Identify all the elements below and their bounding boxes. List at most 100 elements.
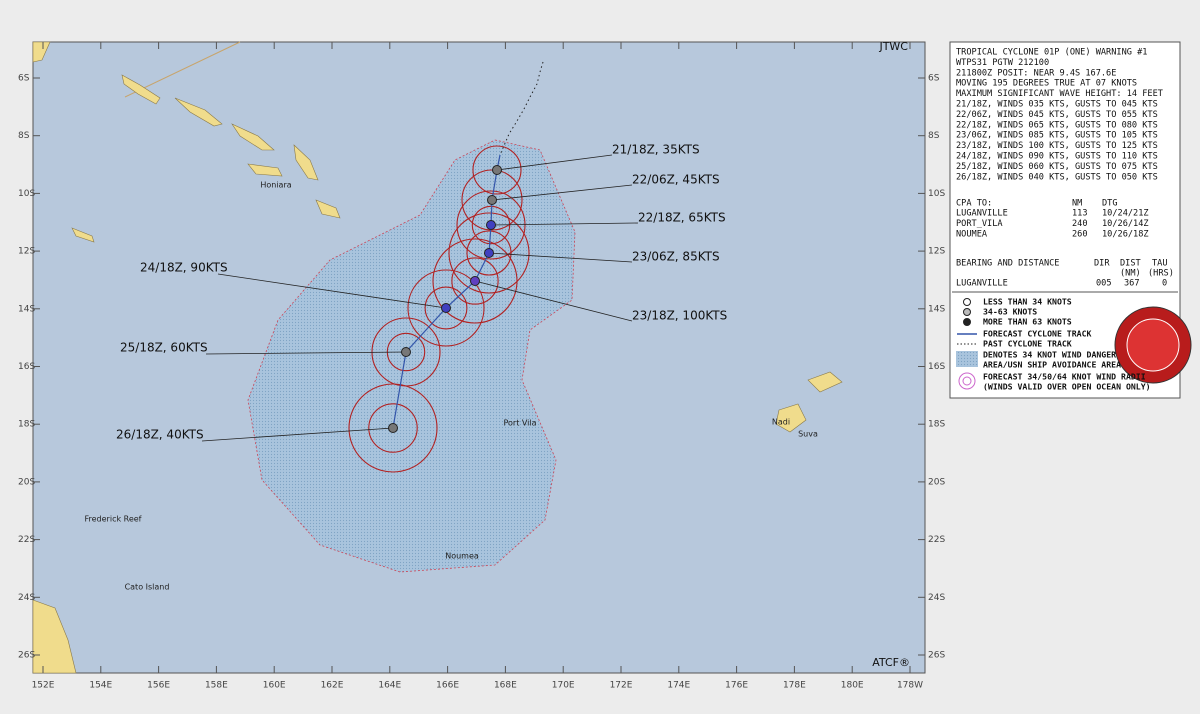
lat-label: 10S [928, 189, 945, 199]
lat-label: 14S [18, 304, 35, 314]
lon-label: 152E [32, 681, 55, 691]
radius-circle [432, 238, 518, 324]
bearing-header: BEARING AND DISTANCE [956, 259, 1059, 269]
place-label: Nadi [772, 418, 790, 427]
track-point [487, 195, 497, 205]
legend-icon [963, 298, 971, 306]
lat-label: 22S [18, 535, 35, 545]
lat-label: 6S [928, 74, 940, 84]
legend-icon [963, 308, 971, 316]
lon-label: 168E [494, 681, 517, 691]
place-label: Cato Island [125, 583, 170, 592]
lat-label: 20S [928, 477, 945, 487]
legend-text: PAST CYCLONE TRACK [983, 339, 1072, 349]
legend-text: DENOTES 34 KNOT WIND DANGER [983, 350, 1116, 360]
radius-circle [466, 230, 512, 276]
lon-label: 174E [667, 681, 690, 691]
warning-line: MOVING 195 DEGREES TRUE AT 07 KNOTS [956, 79, 1137, 89]
lat-label: 22S [928, 535, 945, 545]
cpa-cell: 10/26/18Z [1102, 229, 1149, 239]
forecast-label: 21/18Z, 35KTS [612, 143, 700, 157]
place-label: Honiara [260, 181, 291, 190]
bearing-unit: (NM) [1120, 269, 1141, 279]
bearing-header: DIR [1094, 259, 1110, 269]
leader-line [217, 273, 447, 309]
forecast-label: 23/06Z, 85KTS [632, 250, 720, 264]
agency: JTWC [878, 40, 908, 53]
forecast-label: 22/06Z, 45KTS [632, 173, 720, 187]
lat-label: 18S [928, 420, 945, 430]
lat-label: 10S [18, 189, 35, 199]
cpa-cell: 240 [1072, 219, 1088, 229]
warning-line: WTPS31 PGTW 212100 [956, 58, 1049, 68]
lon-label: 162E [321, 681, 344, 691]
bearing-cell: 367 [1124, 279, 1140, 289]
warning-line: 21/18Z, WINDS 035 KTS, GUSTS TO 045 KTS [956, 100, 1158, 110]
forecast-label: 26/18Z, 40KTS [116, 428, 204, 442]
cpa-cell: 10/24/21Z [1102, 209, 1149, 219]
bearing-cell: 005 [1096, 279, 1112, 289]
radius-circle [448, 212, 530, 294]
lon-label: 160E [263, 681, 286, 691]
lat-label: 26S [18, 651, 35, 661]
legend-icon [962, 376, 972, 386]
lon-label: 154E [89, 681, 112, 691]
radius-circle [407, 269, 485, 347]
lon-label: 156E [147, 681, 170, 691]
danger-area [247, 139, 576, 573]
lon-label: 164E [378, 681, 401, 691]
legend-icon [958, 372, 976, 390]
track-point [441, 303, 451, 313]
warning-line: 22/06Z, WINDS 045 KTS, GUSTS TO 055 KTS [956, 110, 1158, 120]
track-point [484, 248, 494, 258]
cpa-header: CPA TO: [956, 199, 992, 209]
leader-line [488, 252, 633, 263]
lat-label: 16S [928, 362, 945, 372]
lon-label: 172E [610, 681, 633, 691]
radius-circle [472, 145, 522, 195]
track-point [401, 347, 411, 357]
legend-text: MORE THAN 63 KNOTS [983, 317, 1072, 327]
forecast-label: 24/18Z, 90KTS [140, 261, 228, 275]
lat-label: 16S [18, 362, 35, 372]
lat-label: 8S [18, 131, 30, 141]
warning-line: 22/18Z, WINDS 065 KTS, GUSTS TO 080 KTS [956, 120, 1158, 130]
bearing-unit: (HRS) [1148, 269, 1174, 279]
leader-line [496, 154, 613, 171]
past-track [499, 61, 544, 156]
legend-icon [963, 318, 971, 326]
bearing-cell: 0 [1162, 279, 1167, 289]
annotations: 21/18Z, 35KTS 22/06Z, 45KTS 22/18Z, 65KTS 2… [116, 143, 727, 442]
lon-label: 176E [725, 681, 748, 691]
cpa-cell: NOUMEA [956, 229, 988, 239]
legend-text: FORECAST CYCLONE TRACK [983, 329, 1092, 339]
track-point [388, 423, 398, 433]
lon-label: 158E [205, 681, 228, 691]
place-label: Suva [798, 430, 818, 439]
place-label: Frederick Reef [85, 515, 142, 524]
cpa-header: DTG [1102, 199, 1118, 209]
lon-label: 178E [783, 681, 806, 691]
lon-label: 170E [552, 681, 575, 691]
forecast-label: 22/18Z, 65KTS [638, 211, 726, 225]
bearing-cell: LUGANVILLE [956, 279, 1008, 289]
track-point [492, 165, 502, 175]
legend-icon [956, 351, 978, 367]
cpa-header: NM [1072, 199, 1082, 209]
radius-circle [424, 286, 468, 330]
legend-text: LESS THAN 34 KNOTS [983, 297, 1072, 307]
forecast-label: 25/18Z, 60KTS [120, 341, 208, 355]
warning-line: 23/06Z, WINDS 085 KTS, GUSTS TO 105 KTS [956, 131, 1158, 141]
lon-label: 180E [841, 681, 864, 691]
bearing-header: TAU [1152, 259, 1168, 269]
radius-circle [348, 383, 438, 473]
warning-line: 211800Z POSIT: NEAR 9.4S 167.6E [956, 68, 1116, 78]
lat-label: 20S [18, 477, 35, 487]
warning-line: TROPICAL CYCLONE 01P (ONE) WARNING #1 [956, 48, 1147, 58]
leader-line [491, 184, 633, 201]
place-label: Port Vila [503, 419, 536, 428]
lat-label: 18S [18, 420, 35, 430]
track-point [470, 276, 480, 286]
leader-line [474, 280, 633, 322]
